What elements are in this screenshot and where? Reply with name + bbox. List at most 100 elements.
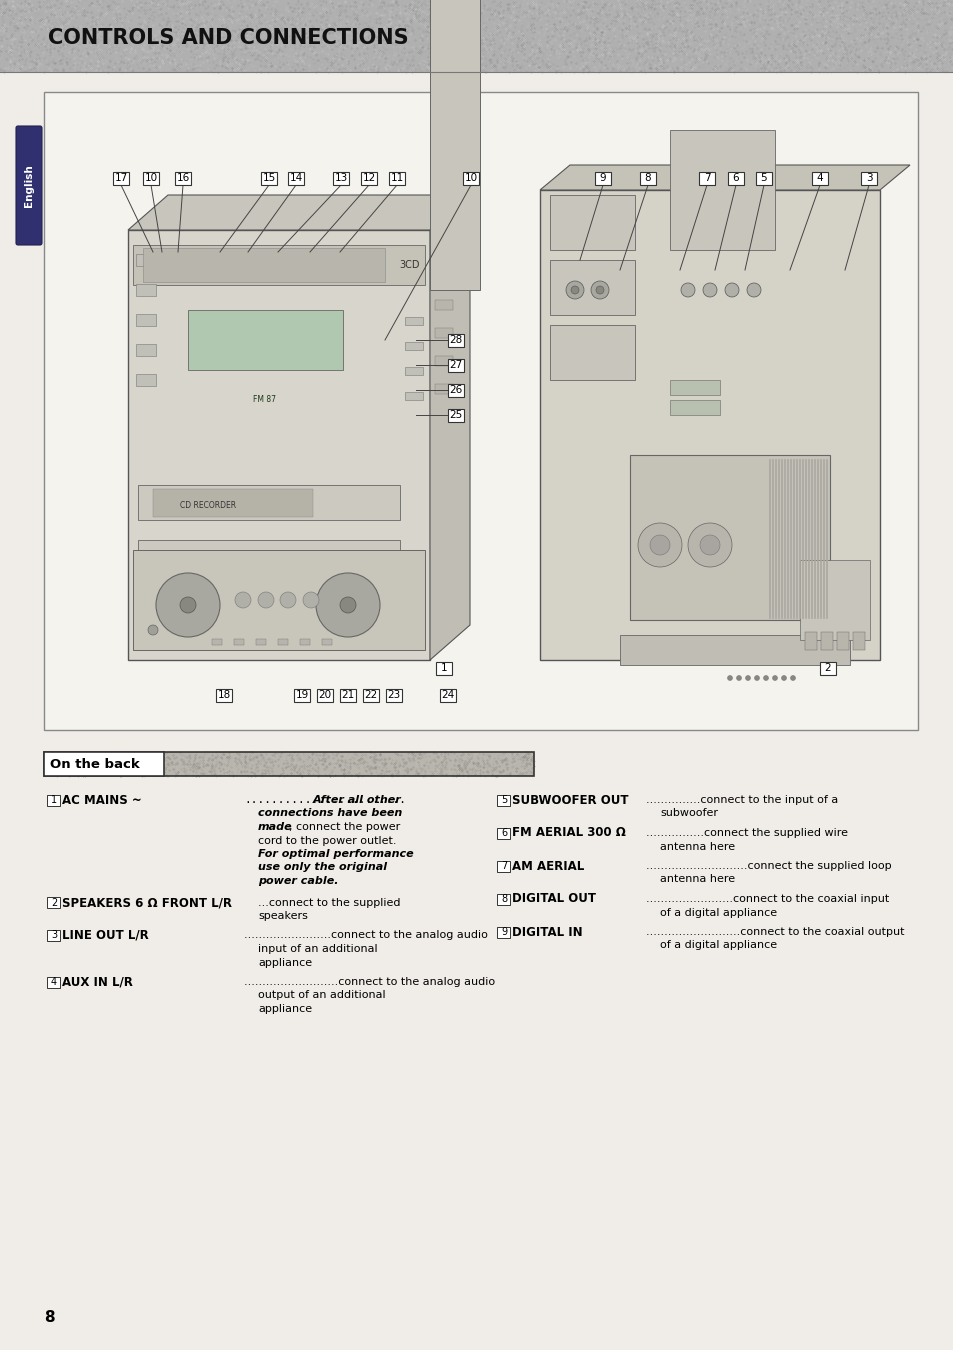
Text: DIGITAL OUT: DIGITAL OUT — [512, 892, 596, 906]
Text: For optimal performance: For optimal performance — [257, 849, 414, 859]
Bar — [800, 560, 869, 640]
Bar — [435, 356, 453, 366]
Bar — [405, 317, 422, 325]
Circle shape — [303, 593, 318, 608]
Bar — [112, 171, 129, 185]
Text: DIGITAL IN: DIGITAL IN — [512, 926, 582, 938]
Circle shape — [315, 572, 379, 637]
Text: 3: 3 — [51, 930, 57, 941]
Bar — [448, 409, 463, 421]
Bar — [550, 194, 635, 250]
Bar — [128, 230, 430, 660]
Bar — [389, 171, 405, 185]
Bar — [669, 130, 774, 250]
Circle shape — [596, 286, 603, 294]
Text: AC MAINS ~: AC MAINS ~ — [62, 794, 142, 806]
Text: CD RECORDER: CD RECORDER — [180, 501, 235, 509]
Circle shape — [736, 675, 740, 680]
Text: 8: 8 — [44, 1311, 54, 1326]
Text: 3: 3 — [864, 173, 871, 184]
Circle shape — [724, 284, 739, 297]
Circle shape — [565, 281, 583, 298]
Bar — [820, 662, 835, 675]
Text: made: made — [257, 822, 293, 832]
Bar — [143, 171, 159, 185]
Circle shape — [156, 572, 220, 637]
Bar — [44, 92, 917, 730]
Text: 9: 9 — [500, 927, 507, 937]
Bar — [804, 632, 816, 649]
Polygon shape — [539, 165, 909, 190]
Text: of a digital appliance: of a digital appliance — [659, 941, 777, 950]
Text: On the back: On the back — [50, 757, 139, 771]
Text: 12: 12 — [362, 173, 375, 184]
Text: appliance: appliance — [257, 957, 312, 968]
Text: antenna here: antenna here — [659, 875, 735, 884]
Text: LINE OUT L/R: LINE OUT L/R — [62, 929, 149, 942]
Text: cord to the power outlet.: cord to the power outlet. — [257, 836, 396, 845]
Text: 6: 6 — [500, 828, 507, 838]
Bar — [138, 540, 399, 575]
Circle shape — [649, 535, 669, 555]
Bar — [333, 171, 349, 185]
Bar — [48, 976, 60, 987]
Text: 16: 16 — [176, 173, 190, 184]
Text: 2: 2 — [51, 898, 57, 907]
Text: ...............connect to the input of a: ...............connect to the input of a — [645, 795, 838, 805]
Text: connections have been: connections have been — [257, 809, 402, 818]
Text: , connect the power: , connect the power — [289, 822, 400, 832]
Text: 10: 10 — [464, 173, 477, 184]
Circle shape — [638, 522, 681, 567]
Text: 7: 7 — [500, 861, 507, 871]
Bar — [339, 688, 355, 702]
Bar — [48, 896, 60, 909]
Circle shape — [280, 593, 295, 608]
Bar — [322, 639, 332, 645]
Circle shape — [687, 522, 731, 567]
Bar — [255, 639, 266, 645]
Bar — [595, 171, 610, 185]
Text: AUX IN L/R: AUX IN L/R — [62, 976, 132, 988]
Bar — [755, 171, 771, 185]
Bar — [215, 688, 232, 702]
Bar — [497, 795, 510, 806]
Text: speakers: speakers — [257, 911, 308, 921]
Text: antenna here: antenna here — [659, 841, 735, 852]
Bar — [497, 894, 510, 904]
Bar — [44, 752, 534, 776]
Text: SPEAKERS 6 Ω FRONT L/R: SPEAKERS 6 Ω FRONT L/R — [62, 896, 232, 909]
Bar — [48, 795, 60, 806]
Text: 25: 25 — [449, 410, 462, 420]
Text: English: English — [24, 165, 34, 207]
Bar — [435, 328, 453, 338]
Text: CONTROLS AND CONNECTIONS: CONTROLS AND CONNECTIONS — [48, 28, 408, 49]
Circle shape — [772, 675, 777, 680]
Bar — [811, 171, 827, 185]
Bar — [363, 688, 378, 702]
Bar — [294, 688, 310, 702]
Text: 10: 10 — [144, 173, 157, 184]
Circle shape — [571, 286, 578, 294]
Text: 2: 2 — [823, 663, 830, 674]
Bar — [44, 752, 164, 776]
Circle shape — [727, 675, 732, 680]
Bar — [435, 383, 453, 394]
Text: 4: 4 — [51, 977, 57, 987]
Text: subwoofer: subwoofer — [659, 809, 718, 818]
Bar — [405, 367, 422, 375]
Bar — [405, 342, 422, 350]
Text: 6: 6 — [732, 173, 739, 184]
Bar — [669, 400, 720, 414]
Circle shape — [148, 625, 158, 634]
Bar — [435, 300, 453, 310]
Text: ........................connect to the analog audio: ........................connect to the a… — [244, 930, 487, 941]
Text: 4: 4 — [816, 173, 822, 184]
Text: 3CD: 3CD — [399, 261, 420, 270]
Text: AM AERIAL: AM AERIAL — [512, 860, 583, 872]
Text: 1: 1 — [440, 663, 447, 674]
Bar — [212, 639, 222, 645]
Text: 5: 5 — [500, 795, 507, 805]
Circle shape — [754, 675, 759, 680]
Text: 15: 15 — [262, 173, 275, 184]
Circle shape — [746, 284, 760, 297]
